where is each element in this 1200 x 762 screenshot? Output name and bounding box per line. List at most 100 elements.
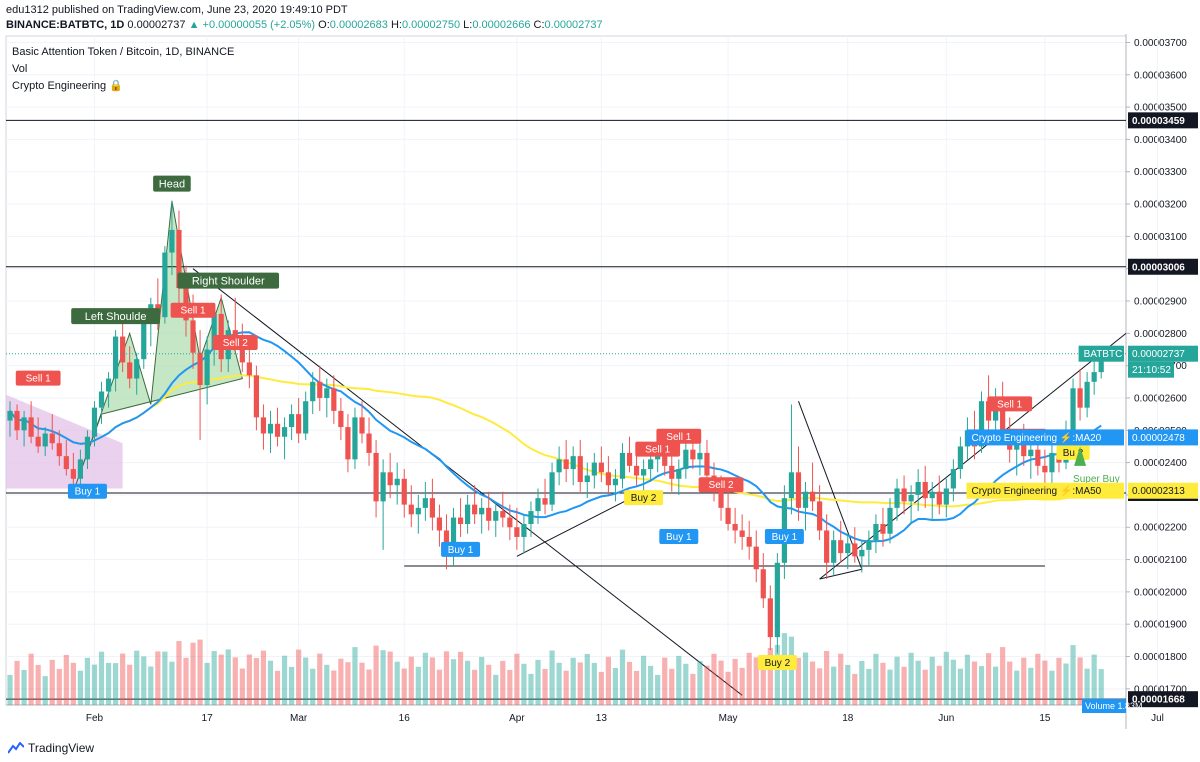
- level-tag: [1128, 258, 1198, 275]
- tradingview-logo[interactable]: TradingView: [8, 741, 94, 755]
- legend-vol[interactable]: Vol: [12, 63, 28, 75]
- y-tick-label: 0.00003500: [1134, 103, 1187, 114]
- volume-bar: [641, 655, 647, 705]
- candle-body: [429, 498, 435, 518]
- y-tick-label: 0.00002000: [1134, 587, 1187, 598]
- volume-bars: [7, 633, 1104, 705]
- y-tick-label: 0.00003400: [1134, 135, 1187, 146]
- candle-body: [91, 407, 98, 437]
- candle-body: [14, 410, 20, 431]
- volume-bar: [310, 668, 316, 705]
- volume-bar: [542, 668, 548, 705]
- signal-box: [212, 335, 258, 351]
- volume-bar: [985, 653, 992, 705]
- footer: TradingView: [0, 736, 1200, 762]
- volume-bar: [809, 661, 816, 705]
- volume-bar: [1056, 657, 1062, 705]
- candle-body: [619, 452, 626, 479]
- legend-indicator[interactable]: Crypto Engineering 🔒: [12, 80, 123, 92]
- volume-bar: [422, 652, 428, 705]
- candle-body: [141, 323, 147, 360]
- volume-bar: [84, 657, 91, 705]
- candle-body: [824, 530, 830, 563]
- volume-bar: [253, 658, 259, 705]
- volume-bar: [127, 664, 133, 705]
- candle-body: [120, 336, 126, 363]
- candle-body: [549, 472, 555, 505]
- candle-body: [450, 517, 457, 554]
- candle-body: [852, 543, 858, 557]
- volume-bar: [21, 669, 27, 705]
- volume-bar: [162, 651, 168, 705]
- volume-bar: [408, 656, 414, 705]
- volume-bar: [281, 655, 288, 705]
- price-tag-value: 0.00002313: [1132, 486, 1185, 497]
- candle-body: [190, 320, 196, 353]
- y-tick-label: 0.00002600: [1134, 393, 1187, 404]
- open-value: 0.00002683: [329, 19, 388, 31]
- volume-bar: [134, 650, 140, 705]
- candle-body: [1084, 381, 1090, 408]
- volume-bar: [1091, 654, 1097, 705]
- candle-body: [176, 229, 182, 289]
- ohlc-line: BINANCE:BATBTC, 1D 0.00002737 ▲ +0.00000…: [6, 18, 603, 33]
- volume-bar: [697, 661, 703, 705]
- candle-body: [704, 452, 710, 476]
- candle-body: [211, 313, 217, 350]
- open-label: O:: [318, 19, 330, 31]
- candle-body: [338, 410, 344, 428]
- signal-box: [170, 302, 216, 318]
- volume-bar: [887, 669, 893, 705]
- volume-bar: [1007, 661, 1013, 705]
- candle-body: [859, 549, 865, 557]
- candle-body: [303, 401, 309, 434]
- volume-bar: [817, 668, 823, 705]
- candle-body: [605, 472, 611, 486]
- volume-bar: [767, 648, 773, 705]
- candle-body: [612, 478, 619, 486]
- candle-body: [21, 417, 27, 431]
- volume-bar: [774, 644, 780, 705]
- candle-body: [591, 462, 597, 476]
- price-tag-box: [1128, 482, 1198, 499]
- candle-body: [77, 459, 83, 479]
- x-tick-label: 16: [399, 713, 411, 724]
- signal-label: Sell 2: [709, 480, 734, 491]
- candle-body: [915, 482, 921, 495]
- candle-body: [352, 417, 358, 460]
- volume-bar: [859, 661, 865, 705]
- ma50-line: [9, 374, 1102, 508]
- volume-bar: [802, 652, 809, 705]
- candle-body: [436, 517, 443, 531]
- candle-body: [1028, 449, 1034, 457]
- signal-box: [15, 370, 61, 386]
- volume-bar: [479, 656, 485, 705]
- volume-tag: [1082, 699, 1126, 713]
- candle-body: [788, 472, 795, 499]
- candle-body: [957, 446, 963, 470]
- signal-label: Super Buy: [1073, 474, 1120, 485]
- volume-bar: [49, 659, 55, 705]
- candle-body: [113, 336, 119, 379]
- volume-bar: [838, 653, 844, 705]
- volume-bar: [1063, 663, 1069, 705]
- volume-bar: [514, 653, 520, 705]
- high-value: 0.00002750: [401, 19, 461, 31]
- volume-bar: [788, 636, 795, 705]
- symbol-label: BINANCE:BATBTC, 1D: [6, 19, 125, 31]
- volume-bar: [1000, 647, 1006, 705]
- candle-body: [204, 349, 210, 386]
- price-tag-box: [1128, 429, 1198, 446]
- volume-bar: [936, 665, 942, 705]
- candle-body: [542, 498, 548, 505]
- volume-bar: [289, 666, 295, 705]
- y-tick-label: 0.00001700: [1134, 684, 1187, 695]
- volume-bar: [711, 653, 717, 705]
- candle-body: [296, 414, 302, 434]
- price-chart[interactable]: 0.00003700 0.00003600 0.00003500 0.00003400…: [0, 34, 1200, 736]
- volume-bar: [401, 668, 407, 705]
- candle-body: [1000, 397, 1006, 434]
- candle-body: [401, 478, 407, 505]
- y-tick-label: 0.00003600: [1134, 70, 1187, 81]
- volume-bar: [1021, 657, 1027, 705]
